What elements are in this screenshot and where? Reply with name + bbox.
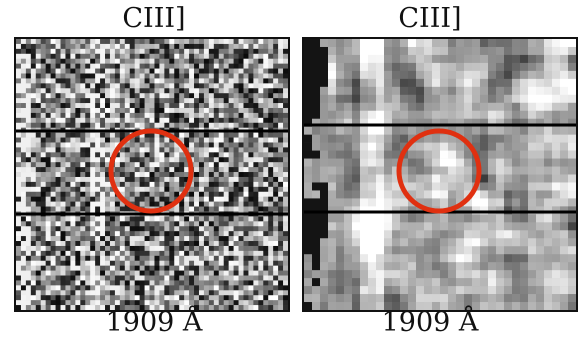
left-red-circle xyxy=(108,128,194,214)
right-panel-title: CIII] xyxy=(398,3,462,34)
left-panel-caption: 1909 Å xyxy=(105,307,203,338)
right-red-circle xyxy=(396,128,482,214)
left-noise-map xyxy=(16,39,288,310)
right-panel-caption: 1909 Å xyxy=(381,307,479,338)
left-panel-title: CIII] xyxy=(122,3,186,34)
right-panel-image xyxy=(302,37,578,312)
left-panel-image xyxy=(14,37,290,312)
right-smoothed-map xyxy=(304,39,576,310)
